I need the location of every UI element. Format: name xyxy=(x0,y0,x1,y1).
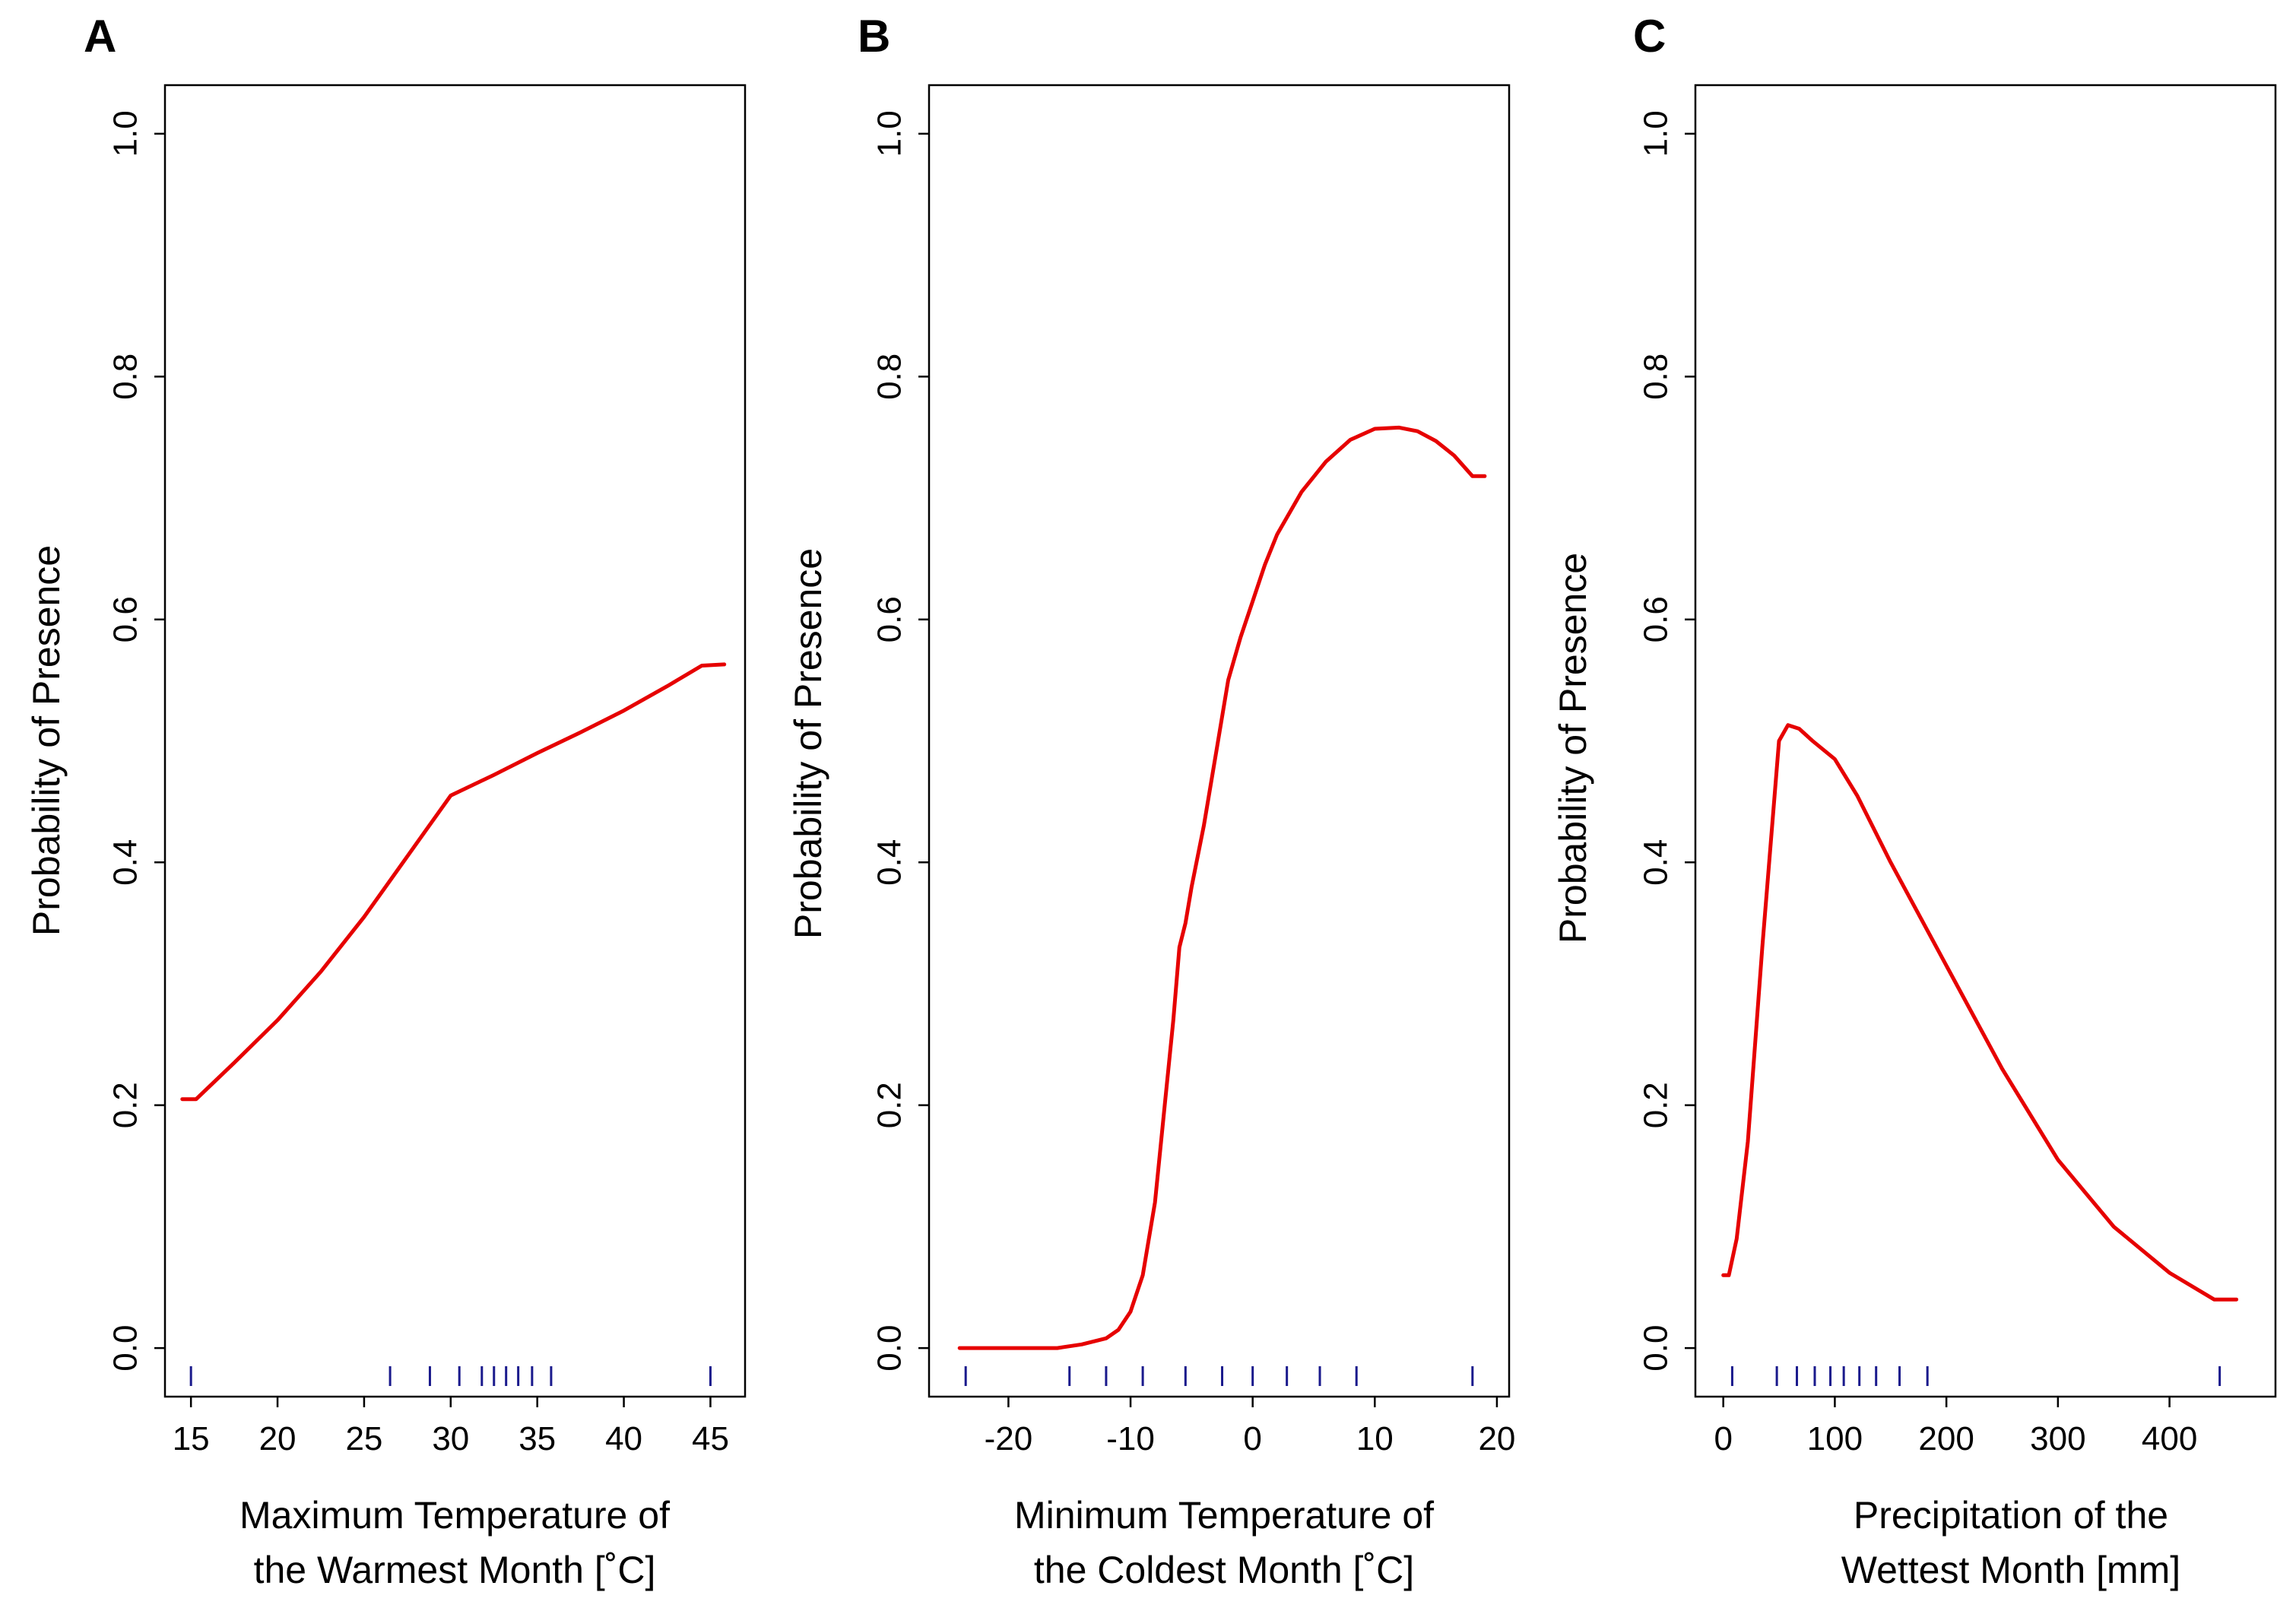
x-tick-label: 15 xyxy=(173,1420,210,1457)
panel-label: C xyxy=(1633,11,1666,62)
y-tick-label: 0.8 xyxy=(1638,354,1675,400)
rug-marks xyxy=(1730,1366,2221,1386)
y-tick-label: 0.4 xyxy=(107,839,144,886)
axis-ticks: 0.0 0.2 0.4 0.6 0.8 1.0 15 20 25 30 35 40 45 xyxy=(107,110,729,1457)
y-tick-label: 0.2 xyxy=(871,1082,909,1128)
panel-c: C Probability of Presence Precipitation … xyxy=(1552,11,2277,1591)
plot-frame xyxy=(1694,84,2277,1398)
plot-frame xyxy=(928,84,1511,1398)
x-tick-label: 25 xyxy=(345,1420,382,1457)
x-axis-title-line1: Maximum Temperature of xyxy=(239,1494,670,1537)
panel-label: A xyxy=(84,11,116,62)
y-tick-label: 0.6 xyxy=(107,596,144,642)
x-tick-label: 35 xyxy=(519,1420,556,1457)
x-tick-label: 0 xyxy=(1243,1420,1261,1457)
x-axis-title-line2: the Warmest Month [˚C] xyxy=(254,1549,656,1591)
x-axis-title-line2: the Coldest Month [˚C] xyxy=(1034,1549,1414,1591)
y-tick-label: 1.0 xyxy=(1638,110,1675,157)
y-tick-label: 0.6 xyxy=(1638,596,1675,642)
x-tick-label: -10 xyxy=(1106,1420,1155,1457)
y-tick-label: 0.0 xyxy=(871,1325,909,1372)
x-tick-label: 40 xyxy=(605,1420,642,1457)
x-tick-label: 45 xyxy=(692,1420,729,1457)
x-axis-title-line1: Precipitation of the xyxy=(1854,1494,2168,1537)
y-tick-label: 0.4 xyxy=(871,839,909,886)
y-axis-title: Probability of Presence xyxy=(1552,553,1594,944)
y-tick-label: 0.6 xyxy=(871,596,909,642)
x-tick-label: 300 xyxy=(2030,1420,2085,1457)
y-tick-label: 0.2 xyxy=(107,1082,144,1128)
plot-frame xyxy=(163,84,747,1398)
x-tick-label: 200 xyxy=(1918,1420,1974,1457)
y-axis-title: Probability of Presence xyxy=(787,548,829,939)
y-tick-label: 0.2 xyxy=(1638,1082,1675,1128)
x-tick-label: 100 xyxy=(1807,1420,1863,1457)
x-tick-label: -20 xyxy=(985,1420,1033,1457)
panel-label: B xyxy=(858,11,890,62)
y-axis-title: Probability of Presence xyxy=(25,545,68,936)
axis-ticks: 0.0 0.2 0.4 0.6 0.8 1.0 0 100 200 300 400 xyxy=(1638,110,2198,1457)
response-curve-line xyxy=(180,662,727,1102)
x-tick-label: 10 xyxy=(1356,1420,1394,1457)
rug-marks xyxy=(964,1366,1474,1386)
x-tick-label: 400 xyxy=(2142,1420,2197,1457)
x-tick-label: 20 xyxy=(259,1420,297,1457)
x-axis-title-line1: Minimum Temperature of xyxy=(1014,1494,1434,1537)
axis-ticks: 0.0 0.2 0.4 0.6 0.8 1.0 -20 -10 0 10 20 xyxy=(871,110,1516,1457)
x-tick-label: 30 xyxy=(432,1420,469,1457)
y-tick-label: 0.8 xyxy=(107,354,144,400)
y-tick-label: 1.0 xyxy=(107,110,144,157)
panel-b: B Probability of Presence Minimum Temper… xyxy=(787,11,1515,1591)
y-tick-label: 1.0 xyxy=(871,110,909,157)
x-tick-label: 0 xyxy=(1714,1420,1732,1457)
x-tick-label: 20 xyxy=(1478,1420,1515,1457)
rug-marks xyxy=(189,1366,712,1386)
response-curve xyxy=(180,662,727,1102)
y-tick-label: 0.4 xyxy=(1638,839,1675,886)
panel-a: A Probability of Presence Maximum Temper… xyxy=(25,11,747,1591)
response-curve xyxy=(957,425,1487,1350)
y-tick-label: 0.0 xyxy=(1638,1325,1675,1372)
y-tick-label: 0.0 xyxy=(107,1325,144,1372)
y-tick-label: 0.8 xyxy=(871,354,909,400)
response-curve-line xyxy=(957,425,1487,1350)
response-curve-line xyxy=(1721,723,2239,1302)
x-axis-title-line2: Wettest Month [mm] xyxy=(1841,1549,2180,1591)
response-curve xyxy=(1721,723,2239,1302)
